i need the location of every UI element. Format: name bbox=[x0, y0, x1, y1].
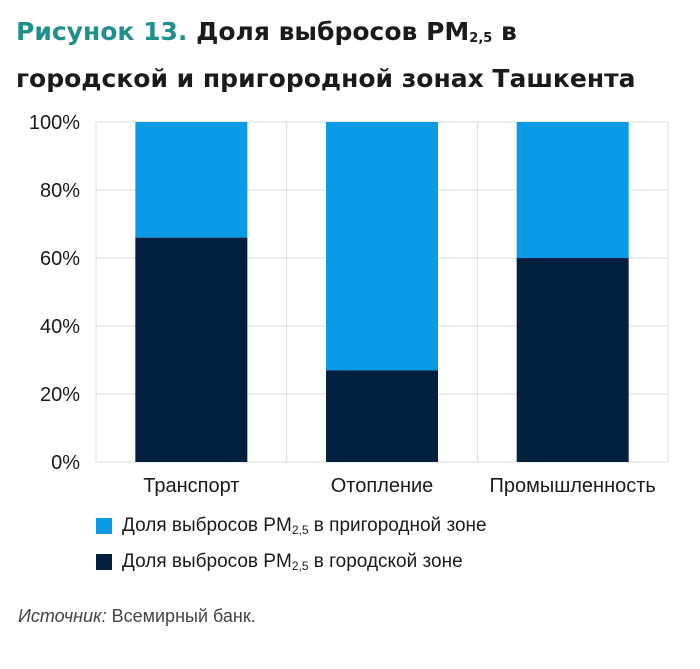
source-note: Источник: Всемирный банк. bbox=[18, 606, 256, 627]
bar-urban bbox=[135, 237, 248, 462]
y-tick-label: 80% bbox=[40, 180, 80, 202]
title-text-1: Доля выбросов PM bbox=[196, 17, 470, 46]
legend-swatch-suburban bbox=[96, 518, 112, 534]
y-tick-label: 40% bbox=[40, 316, 80, 338]
source-label: Источник: bbox=[18, 606, 107, 626]
y-tick-label: 100% bbox=[29, 112, 80, 134]
figure-title: Рисунок 13. Доля выбросов PM2,5 в городс… bbox=[16, 12, 686, 99]
legend-swatch-urban bbox=[96, 554, 112, 570]
x-tick-label: Транспорт bbox=[143, 475, 239, 497]
legend-label-urban: Доля выбросов PM2,5 в городской зоне bbox=[122, 551, 463, 573]
y-tick-label: 0% bbox=[51, 452, 80, 474]
x-tick-label: Промышленность bbox=[489, 475, 655, 497]
title-line-2: городской и пригородной зонах Ташкента bbox=[16, 64, 636, 93]
stacked-bar-chart: 0% 20% 40% 60% 80% 100% Транспорт Отопление Пром… bbox=[29, 112, 669, 497]
bar-urban bbox=[326, 370, 438, 462]
y-tick-label: 20% bbox=[40, 384, 80, 406]
bar-suburban bbox=[135, 122, 248, 238]
legend-label-suburban: Доля выбросов PM2,5 в пригородной зоне bbox=[122, 515, 487, 537]
source-text: Всемирный банк. bbox=[106, 606, 256, 626]
title-subscript: 2,5 bbox=[469, 31, 493, 46]
bar-suburban bbox=[516, 122, 629, 258]
figure-number: Рисунок 13. bbox=[16, 17, 188, 46]
x-tick-label: Отопление bbox=[331, 475, 434, 497]
bar-urban bbox=[516, 258, 629, 462]
title-text-2: в bbox=[492, 17, 517, 46]
bar-suburban bbox=[326, 122, 438, 371]
y-tick-label: 60% bbox=[40, 248, 80, 270]
